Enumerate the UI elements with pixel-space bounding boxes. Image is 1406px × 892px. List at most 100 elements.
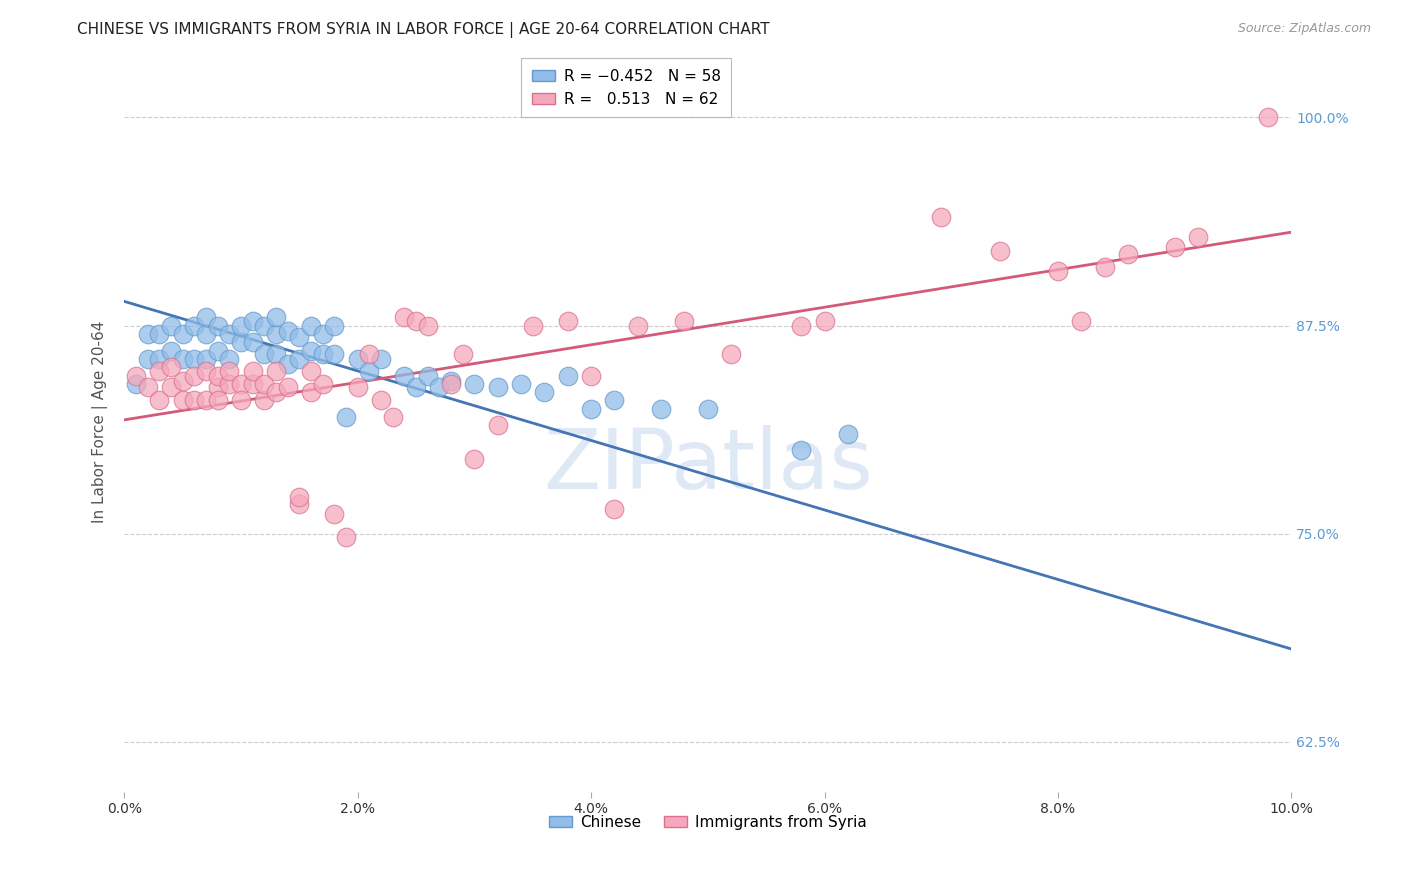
Point: [207, 318, 229, 333]
Point: [790, 443, 813, 458]
Point: [195, 310, 218, 325]
Point: [288, 330, 311, 344]
Point: [381, 410, 404, 425]
Point: [416, 368, 439, 383]
Point: [312, 326, 335, 341]
Point: [323, 347, 346, 361]
Point: [1094, 260, 1116, 275]
Point: [335, 410, 357, 425]
Point: [533, 385, 555, 400]
Point: [370, 351, 392, 366]
Point: [264, 326, 287, 341]
Point: [264, 310, 287, 325]
Point: [288, 497, 311, 511]
Point: [136, 326, 159, 341]
Point: [242, 313, 264, 327]
Point: [218, 363, 240, 377]
Point: [405, 313, 427, 327]
Point: [288, 490, 311, 504]
Point: [125, 368, 148, 383]
Point: [253, 376, 276, 391]
Point: [929, 211, 952, 225]
Point: [299, 363, 322, 377]
Point: [510, 376, 533, 391]
Text: CHINESE VS IMMIGRANTS FROM SYRIA IN LABOR FORCE | AGE 20-64 CORRELATION CHART: CHINESE VS IMMIGRANTS FROM SYRIA IN LABO…: [77, 22, 770, 38]
Point: [218, 376, 240, 391]
Point: [148, 351, 170, 366]
Point: [148, 393, 170, 408]
Point: [207, 380, 229, 394]
Point: [451, 347, 474, 361]
Point: [1116, 247, 1139, 261]
Point: [486, 380, 509, 394]
Point: [183, 351, 205, 366]
Text: ZIPatlas: ZIPatlas: [543, 425, 873, 507]
Point: [136, 380, 159, 394]
Point: [195, 351, 218, 366]
Point: [242, 363, 264, 377]
Point: [183, 393, 205, 408]
Point: [312, 376, 335, 391]
Point: [627, 318, 650, 333]
Point: [172, 326, 194, 341]
Point: [183, 318, 205, 333]
Point: [172, 374, 194, 388]
Point: [359, 363, 381, 377]
Point: [440, 376, 463, 391]
Point: [440, 374, 463, 388]
Point: [242, 335, 264, 350]
Point: [813, 313, 835, 327]
Point: [359, 347, 381, 361]
Point: [579, 401, 602, 416]
Point: [299, 385, 322, 400]
Point: [288, 351, 311, 366]
Point: [253, 318, 276, 333]
Point: [673, 313, 696, 327]
Point: [486, 418, 509, 433]
Point: [160, 360, 183, 375]
Point: [463, 451, 485, 466]
Point: [312, 347, 335, 361]
Point: [335, 530, 357, 544]
Point: [229, 318, 252, 333]
Point: [696, 401, 718, 416]
Point: [160, 380, 183, 394]
Point: [229, 335, 252, 350]
Point: [416, 318, 439, 333]
Point: [1046, 263, 1069, 277]
Point: [603, 393, 626, 408]
Point: [264, 347, 287, 361]
Point: [1070, 313, 1092, 327]
Point: [195, 326, 218, 341]
Point: [148, 363, 170, 377]
Point: [603, 501, 626, 516]
Point: [160, 343, 183, 358]
Point: [183, 368, 205, 383]
Point: [264, 363, 287, 377]
Point: [229, 393, 252, 408]
Point: [299, 318, 322, 333]
Point: [207, 343, 229, 358]
Point: [207, 368, 229, 383]
Point: [136, 351, 159, 366]
Point: [394, 310, 416, 325]
Point: [195, 363, 218, 377]
Point: [277, 324, 299, 338]
Text: Source: ZipAtlas.com: Source: ZipAtlas.com: [1237, 22, 1371, 36]
Point: [405, 380, 427, 394]
Point: [837, 426, 859, 441]
Point: [218, 351, 240, 366]
Point: [277, 380, 299, 394]
Point: [323, 507, 346, 521]
Point: [160, 318, 183, 333]
Point: [1163, 240, 1185, 254]
Y-axis label: In Labor Force | Age 20-64: In Labor Force | Age 20-64: [93, 320, 108, 523]
Point: [1257, 111, 1279, 125]
Point: [253, 347, 276, 361]
Point: [242, 376, 264, 391]
Point: [299, 343, 322, 358]
Point: [429, 380, 451, 394]
Legend: Chinese, Immigrants from Syria: Chinese, Immigrants from Syria: [543, 809, 872, 836]
Point: [229, 376, 252, 391]
Point: [264, 385, 287, 400]
